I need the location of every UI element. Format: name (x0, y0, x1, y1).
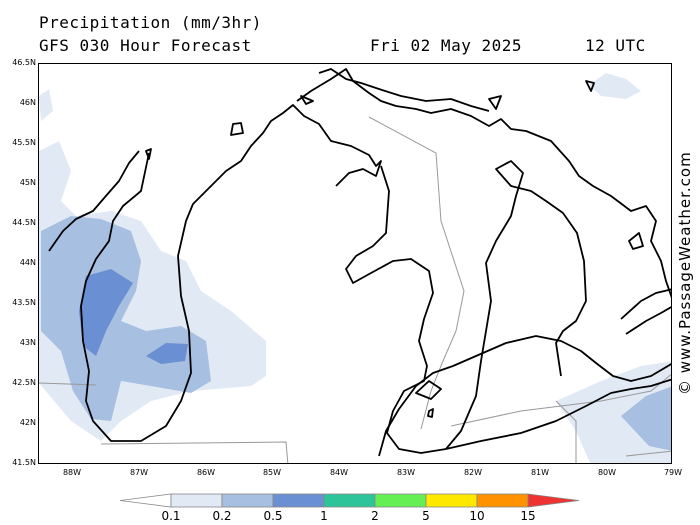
legend-color-cell (374, 493, 427, 508)
north-shore (296, 68, 671, 299)
lake-erie-shoreline (378, 335, 671, 457)
lon-label: 88W (62, 468, 82, 477)
legend-color-cell (476, 493, 529, 508)
lon-label: 84W (329, 468, 349, 477)
legend-label: 10 (469, 509, 485, 523)
lat-label: 46.5N (12, 58, 36, 67)
color-scale-legend (119, 493, 580, 508)
border-line (450, 373, 671, 427)
lon-label: 83W (396, 468, 416, 477)
lat-label: 42N (19, 418, 36, 427)
precipitation-map (38, 63, 672, 464)
website-credit: © www.PassageWeather.com (676, 151, 694, 395)
lon-label: 87W (129, 468, 149, 477)
lon-label: 86W (196, 468, 216, 477)
precip-heavy-area (146, 343, 188, 364)
precip-medium-area (41, 216, 211, 421)
lake-michigan-shoreline (80, 104, 382, 442)
lat-label: 44.5N (12, 218, 36, 227)
lat-label: 45.5N (12, 138, 36, 147)
lon-label: 82W (463, 468, 483, 477)
legend-label: 0.2 (212, 509, 232, 523)
precip-light-area (589, 73, 641, 99)
island (300, 95, 314, 105)
legend-color-cell (323, 493, 376, 508)
lat-label: 43.5N (12, 298, 36, 307)
lake-ontario-shore (620, 288, 671, 320)
north-shore (318, 68, 490, 112)
border-line (368, 116, 465, 430)
political-borders (39, 116, 671, 463)
legend-color-cell (527, 493, 580, 508)
border-line (625, 450, 671, 457)
legend-color-cell (170, 493, 223, 508)
lake-st-clair (415, 380, 442, 400)
lake-simcoe (628, 232, 644, 250)
lat-label: 46N (19, 98, 36, 107)
legend-color-cell (119, 493, 172, 508)
forecast-date: Fri 02 May 2025 (370, 36, 522, 55)
legend-label: 1 (320, 509, 328, 523)
forecast-time: 12 UTC (585, 36, 646, 55)
island (427, 408, 434, 418)
border-line (39, 382, 97, 386)
precip-medium-area (41, 263, 51, 301)
lake-ontario-shore (625, 306, 671, 335)
precip-heavy-area (79, 269, 133, 356)
island (230, 122, 244, 136)
lon-label: 85W (262, 468, 282, 477)
legend-label: 0.5 (263, 509, 283, 523)
precip-areas (39, 73, 671, 463)
lon-label: 80W (597, 468, 617, 477)
precip-medium-area (621, 386, 671, 451)
forecast-subtitle: GFS 030 Hour Forecast (39, 36, 252, 55)
map-canvas (39, 68, 671, 463)
lake-huron-east-shore (445, 160, 587, 450)
island (488, 95, 502, 110)
lat-label: 42.5N (12, 378, 36, 387)
legend-label: 0.1 (161, 509, 181, 523)
lake-michigan-north-shore (48, 150, 140, 252)
coastlines (48, 68, 671, 457)
border-line (100, 441, 289, 463)
lon-label: 81W (530, 468, 550, 477)
island (585, 80, 595, 92)
precip-light-area (39, 89, 53, 121)
lat-label: 41.5N (12, 458, 36, 467)
lat-label: 45N (19, 178, 36, 187)
legend-label: 15 (520, 509, 536, 523)
legend-label: 5 (422, 509, 430, 523)
lon-label: 79W (663, 468, 683, 477)
legend-color-cell (221, 493, 274, 508)
island (145, 148, 152, 160)
legend-color-cell (272, 493, 325, 508)
legend-label: 2 (371, 509, 379, 523)
chart-title: Precipitation (mm/3hr) (39, 13, 262, 32)
lat-label: 43N (19, 338, 36, 347)
lake-huron-shoreline (345, 165, 447, 454)
border-line (555, 400, 577, 463)
legend-color-cell (425, 493, 478, 508)
lake-erie-shoreline (445, 378, 671, 450)
lat-label: 44N (19, 258, 36, 267)
